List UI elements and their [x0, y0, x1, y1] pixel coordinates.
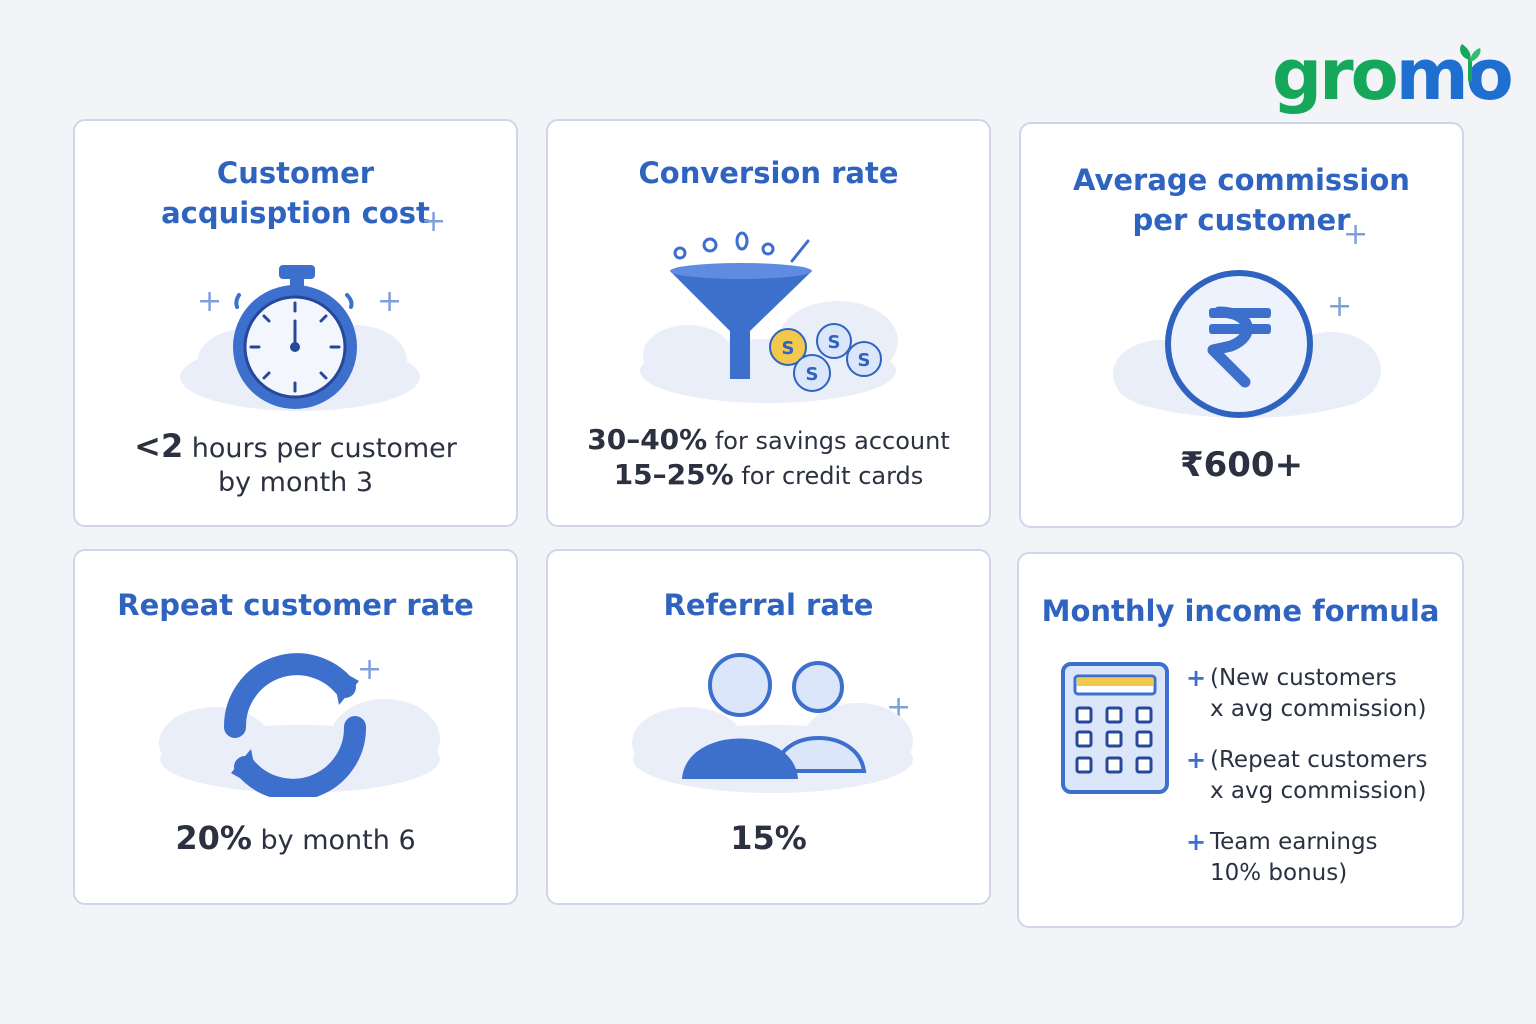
card-value: <2 hours per customer by month 3: [75, 429, 516, 500]
value-emphasis: 30–40%: [587, 423, 708, 456]
sparkle-icon: +: [377, 284, 403, 319]
value-emphasis: <2: [134, 427, 184, 465]
formula-item: + (New customers x avg commission): [1186, 663, 1446, 725]
formula-item-text: (Repeat customers x avg commission): [1210, 747, 1428, 804]
value-text-line2: by month 3: [217, 467, 374, 498]
gromo-logo: gromo: [1272, 40, 1514, 110]
leaf-icon: [1460, 44, 1481, 82]
card-title: Customer acquisption cost: [161, 156, 430, 230]
card-title: Monthly income formula: [1041, 594, 1440, 628]
formula-item: + (Repeat customers x avg commission): [1186, 745, 1446, 807]
stopwatch-icon: [180, 265, 420, 411]
svg-text:S: S: [828, 332, 841, 353]
value-emphasis: 20%: [175, 819, 252, 857]
card-title: Repeat customer rate: [117, 588, 474, 622]
card-title: Conversion rate: [638, 156, 899, 190]
svg-text:S: S: [782, 338, 795, 359]
plus-icon: +: [1186, 828, 1207, 856]
value-emphasis: 15–25%: [613, 458, 734, 491]
logo-text-gro: gro: [1272, 34, 1399, 116]
formula-list: + (New customers x avg commission) + (Re…: [1186, 663, 1446, 909]
sparkle-icon: +: [1343, 217, 1369, 252]
card-title: Referral rate: [663, 588, 874, 622]
svg-text:S: S: [806, 364, 819, 385]
value-text: for savings account: [707, 427, 950, 455]
rupee-coin-icon: [1113, 270, 1381, 418]
sparkle-icon: +: [421, 204, 447, 239]
formula-item: + Team earnings 10% bonus): [1186, 827, 1446, 889]
value-text: for credit cards: [733, 462, 924, 490]
card-value: 15%: [730, 819, 807, 857]
logo-text-mo: mo: [1395, 34, 1514, 116]
plus-icon: +: [1186, 664, 1207, 692]
value-text: by month 6: [251, 825, 416, 856]
card-monthly-income-formula: Monthly income formula: [1017, 552, 1464, 928]
sparkle-icon: +: [357, 652, 383, 687]
card-repeat-customer-rate: Repeat customer rate + + 20% by month 6: [73, 549, 518, 905]
formula-item-text: (New customers x avg commission): [1210, 665, 1427, 722]
refresh-cycle-icon: [159, 653, 440, 797]
card-average-commission: Average commission per customer + + ₹600…: [1019, 122, 1464, 528]
card-referral-rate: Referral rate + 15%: [546, 549, 991, 905]
card-value: 20% by month 6: [75, 821, 516, 858]
calculator-icon: [1061, 662, 1169, 794]
funnel-coins-icon: S SSS: [640, 231, 898, 403]
card-value: ₹600+: [1179, 445, 1304, 485]
plus-icon: +: [1186, 746, 1207, 774]
card-value: 30–40% for savings account 15–25% for cr…: [548, 423, 989, 493]
users-icon: [632, 653, 913, 793]
sparkle-icon: +: [197, 284, 223, 319]
sparkle-icon: +: [1327, 289, 1353, 324]
value-text: hours per customer: [183, 433, 457, 464]
card-title: Average commission per customer: [1073, 163, 1410, 237]
formula-item-text: Team earnings 10% bonus): [1210, 829, 1378, 886]
svg-text:S: S: [858, 350, 871, 371]
card-customer-acquisition-cost: Customer acquisption cost + + + <2 hours…: [73, 119, 518, 527]
